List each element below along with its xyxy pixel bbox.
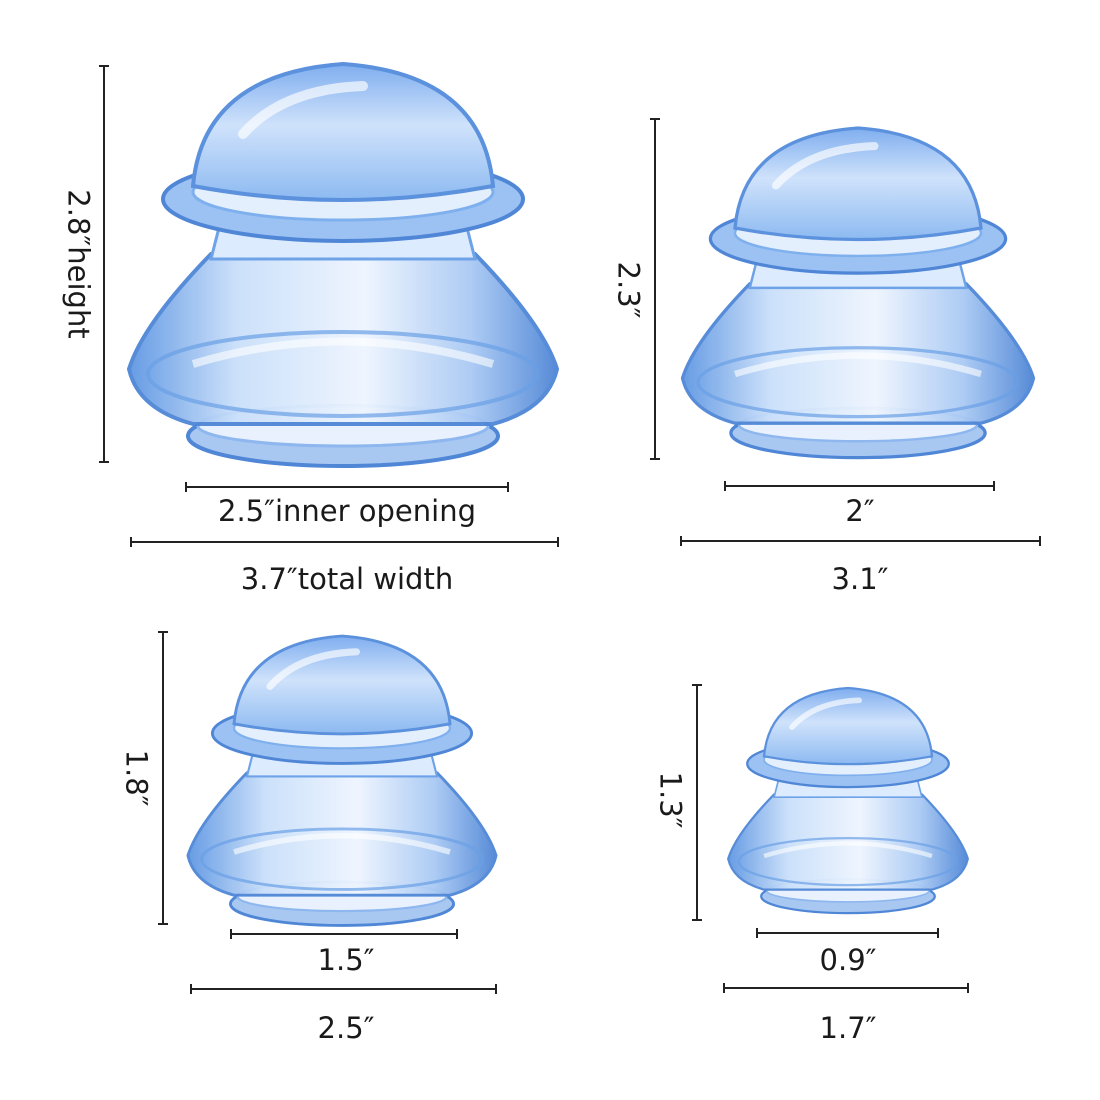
height-line-small <box>158 631 168 925</box>
cup-large <box>129 64 557 466</box>
height-line-large <box>99 65 109 463</box>
height-label-medium: 2.3″ <box>611 261 646 319</box>
inner-label-medium: 2″ <box>845 494 875 528</box>
total-label-small: 2.5″ <box>317 1011 375 1045</box>
inner-label-x-small: 0.9″ <box>819 943 877 977</box>
inner-line-small <box>230 929 458 939</box>
height-label-small: 1.8″ <box>119 749 154 807</box>
total-line-x-small <box>723 983 969 993</box>
inner-label-large: 2.5″inner opening <box>218 494 476 528</box>
inner-line-x-small <box>756 928 939 938</box>
height-line-medium <box>650 118 660 460</box>
inner-line-medium <box>724 481 995 491</box>
total-line-small <box>190 984 497 994</box>
total-line-large <box>130 537 559 547</box>
cup-medium <box>683 128 1034 458</box>
total-label-large: 3.7″total width <box>240 562 454 596</box>
height-label-large: 2.8″height <box>61 189 96 339</box>
cup-small <box>188 636 496 925</box>
height-line-x-small <box>692 684 702 921</box>
height-label-x-small: 1.3″ <box>653 771 688 829</box>
total-label-medium: 3.1″ <box>831 562 889 596</box>
inner-label-small: 1.5″ <box>317 943 375 977</box>
total-label-x-small: 1.7″ <box>819 1011 877 1045</box>
cup-x-small <box>728 688 968 913</box>
total-line-medium <box>680 536 1041 546</box>
inner-line-large <box>185 482 509 492</box>
